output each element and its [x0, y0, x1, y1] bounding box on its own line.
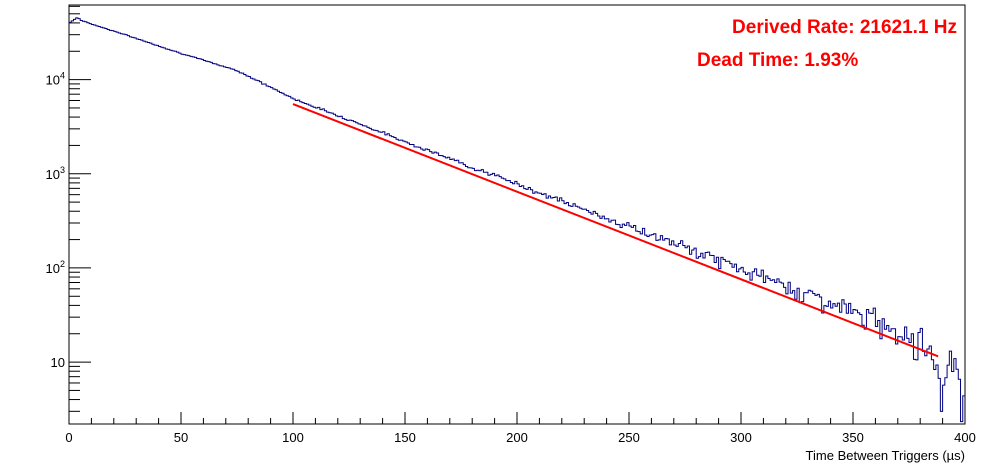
x-tick-label: 400	[954, 430, 976, 445]
y-axis-ticks	[69, 5, 91, 412]
x-tick-label: 50	[174, 430, 188, 445]
x-tick-label: 0	[65, 430, 72, 445]
x-tick-label: 300	[730, 430, 752, 445]
x-tick-label: 100	[282, 430, 304, 445]
y-tick-label: 103	[46, 165, 65, 182]
x-axis-tick-labels: 0 50 100 150 200 250 300 350 400	[65, 430, 975, 445]
exponential-fit-line	[292, 103, 939, 358]
y-tick-label: 10	[51, 355, 65, 370]
x-tick-label: 150	[394, 430, 416, 445]
y-tick-label: 104	[46, 71, 65, 88]
dead-time-label: Dead Time: 1.93%	[697, 50, 858, 71]
derived-rate-label: Derived Rate: 21621.1 Hz	[732, 17, 957, 38]
x-tick-label: 200	[506, 430, 528, 445]
x-tick-label: 350	[842, 430, 864, 445]
histogram-series	[69, 17, 965, 423]
x-tick-label: 250	[618, 430, 640, 445]
x-axis-ticks	[68, 412, 966, 424]
y-tick-label: 102	[46, 259, 65, 276]
y-axis-tick-labels: 10 102 103 104	[46, 71, 65, 370]
x-axis-title: Time Between Triggers (µs)	[806, 448, 965, 463]
